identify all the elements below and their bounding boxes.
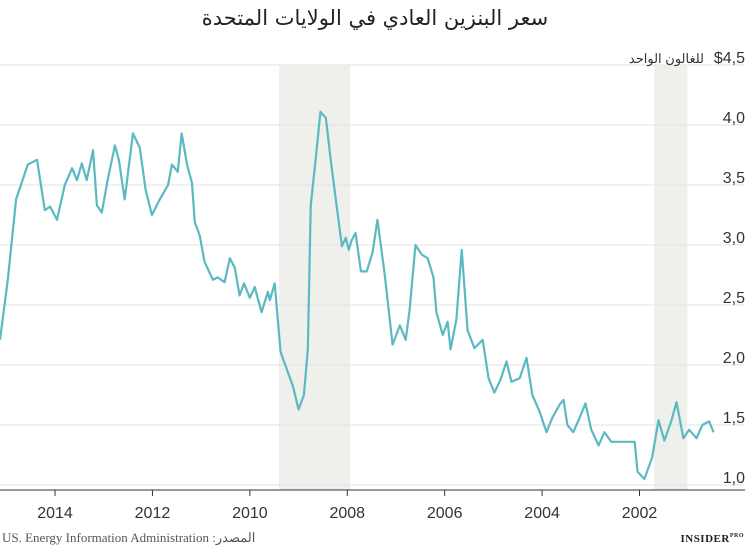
- y-axis-label: للغالون الواحد: [629, 51, 704, 67]
- chart-title: سعر البنزين العادي في الولايات المتحدة: [201, 6, 549, 30]
- y-tick-label: $4,5: [714, 50, 745, 67]
- y-tick-label: 3,5: [723, 170, 745, 187]
- y-tick-label: 4,0: [723, 110, 745, 127]
- x-tick-label: 2002: [622, 505, 658, 522]
- x-tick-label: 2006: [427, 505, 463, 522]
- y-tick-label: 2,0: [723, 350, 745, 367]
- y-tick-label: 1,0: [723, 470, 745, 487]
- x-tick-label: 2004: [524, 505, 560, 522]
- x-tick-label: 2010: [232, 505, 268, 522]
- y-tick-label: 3,0: [723, 230, 745, 247]
- chart: 1,0 1,5 2,0 2,5 3,0 3,5 4,0 $4,5 للغالون الواحد 2…: [0, 50, 745, 522]
- price-line: [0, 110, 715, 481]
- y-tick-label: 2,5: [723, 290, 745, 307]
- x-tick-label: 2014: [37, 505, 73, 522]
- brand-name: INSIDER: [680, 533, 730, 545]
- brand: INSIDERPRO: [680, 533, 744, 545]
- brand-sub: PRO: [729, 533, 744, 539]
- x-tick-label: 2008: [329, 505, 365, 522]
- source: المصدر: US. Energy Information Administr…: [2, 530, 256, 545]
- y-tick-label: 1,5: [723, 410, 745, 427]
- shaded-period: [279, 65, 351, 490]
- x-tick-label: 2012: [135, 505, 171, 522]
- shaded-period: [654, 65, 688, 490]
